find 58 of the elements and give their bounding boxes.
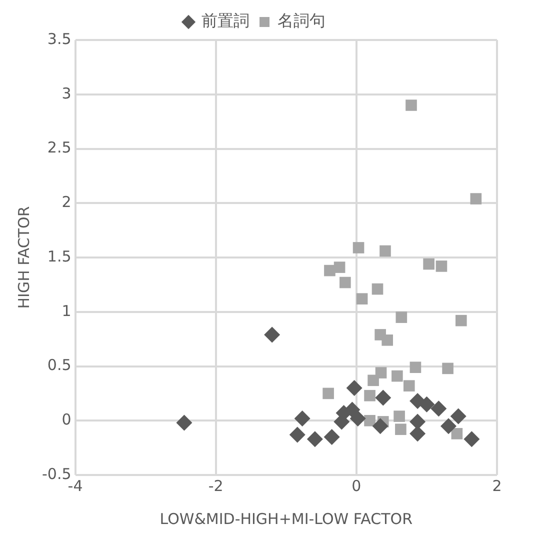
point: [322, 388, 334, 400]
point: [451, 428, 463, 440]
point: [306, 431, 323, 448]
y-tick-label: 0.5: [47, 356, 72, 374]
point: [464, 431, 480, 448]
legend-label: 名詞句: [278, 11, 326, 30]
point: [410, 426, 426, 442]
point: [375, 390, 392, 406]
point: [423, 258, 434, 270]
y-tick-label: 3.5: [47, 30, 72, 48]
point: [430, 400, 447, 417]
point: [368, 374, 379, 386]
point: [418, 396, 435, 412]
y-tick-label: 2: [62, 193, 72, 212]
point: [396, 312, 408, 323]
point: [450, 408, 466, 424]
y-tick-label: -0.5: [42, 464, 72, 483]
y-tick-label: 1: [62, 302, 72, 320]
point: [372, 418, 388, 434]
y-tick-label: 3: [62, 84, 72, 102]
point: [294, 410, 310, 426]
point: [410, 362, 422, 373]
point: [382, 334, 394, 346]
point: [410, 414, 426, 430]
point: [436, 260, 448, 272]
point: [406, 100, 417, 111]
point: [346, 380, 362, 396]
x-tick-label: 2: [492, 476, 502, 495]
point: [380, 245, 391, 257]
x-axis-title: LOW&MID-HIGH+MI-LOW FACTOR: [160, 510, 413, 528]
x-tick-label: -2: [208, 476, 224, 495]
point: [372, 283, 384, 295]
point: [392, 370, 403, 382]
point: [334, 262, 346, 273]
point: [289, 426, 306, 443]
point: [403, 380, 415, 392]
point: [344, 402, 360, 418]
point: [324, 428, 340, 445]
y-tick-label: 0: [62, 410, 72, 429]
point: [352, 242, 364, 254]
point: [176, 414, 192, 431]
point: [394, 410, 405, 422]
point: [350, 410, 366, 426]
point: [395, 424, 406, 435]
point: [264, 326, 280, 343]
point: [442, 362, 454, 374]
point: [440, 418, 456, 434]
point: [364, 390, 376, 402]
point: [364, 414, 376, 426]
legend-label: 前置詞: [202, 11, 250, 30]
y-axis-title: HIGH FACTOR: [14, 206, 33, 309]
point: [455, 314, 467, 326]
point: [356, 293, 368, 304]
point: [470, 193, 482, 204]
point: [340, 276, 351, 288]
y-tick-label: 2.5: [47, 138, 72, 157]
x-tick-label: 0: [352, 476, 362, 495]
y-tick-label: 1.5: [47, 247, 72, 266]
